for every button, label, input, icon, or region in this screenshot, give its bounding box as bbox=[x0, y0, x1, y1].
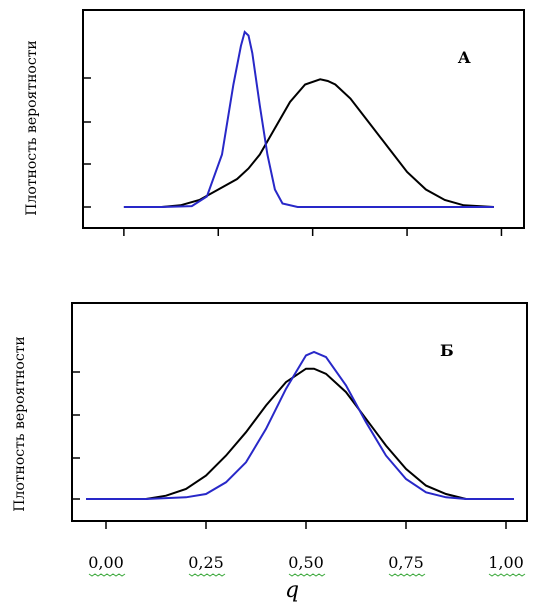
panel-a: Плотность вероятности A bbox=[24, 9, 525, 236]
panel-a-x-ticks bbox=[123, 228, 503, 236]
panel-a-label: A bbox=[457, 48, 471, 67]
panel-b-x-tick-label: 1,00 bbox=[488, 553, 524, 572]
panel-b-label: Б bbox=[440, 341, 454, 360]
panel-a-y-axis-label: Плотность вероятности bbox=[24, 40, 40, 216]
panel-b-series bbox=[86, 350, 514, 500]
spellcheck-squiggle bbox=[388, 573, 426, 577]
panel-a-series-line bbox=[123, 30, 494, 208]
spellcheck-squiggle bbox=[288, 573, 326, 577]
panel-b-x-ticks bbox=[105, 521, 507, 529]
panel-b-x-axis-title: q bbox=[285, 578, 299, 603]
panel-b-series-line bbox=[86, 350, 514, 500]
panel-b-x-tick-label: 0,75 bbox=[388, 553, 424, 572]
panel-b-x-tick-label: 0,50 bbox=[288, 553, 324, 572]
panel-a-y-ticks bbox=[83, 77, 91, 208]
panel-a-series-line bbox=[123, 78, 494, 208]
panel-a-series bbox=[123, 30, 494, 208]
spellcheck-squiggle bbox=[488, 573, 526, 577]
panel-b-frame bbox=[71, 302, 528, 522]
panel-b-y-ticks bbox=[72, 371, 80, 500]
panel-a-frame bbox=[82, 9, 525, 229]
panel-b: Плотность вероятности Б 0,00 0,25 0,50 0,75… bbox=[12, 302, 528, 603]
panel-b-y-axis-label: Плотность вероятности bbox=[12, 336, 28, 512]
spellcheck-squiggle bbox=[188, 573, 226, 577]
panel-b-x-tick-label: 0,00 bbox=[88, 553, 124, 572]
panel-b-x-tick-label: 0,25 bbox=[188, 553, 224, 572]
panel-b-series-line bbox=[86, 367, 514, 500]
spellcheck-squiggle bbox=[88, 573, 126, 577]
panel-b-x-tick-labels: 0,00 0,25 0,50 0,75 1,00 bbox=[88, 553, 526, 577]
